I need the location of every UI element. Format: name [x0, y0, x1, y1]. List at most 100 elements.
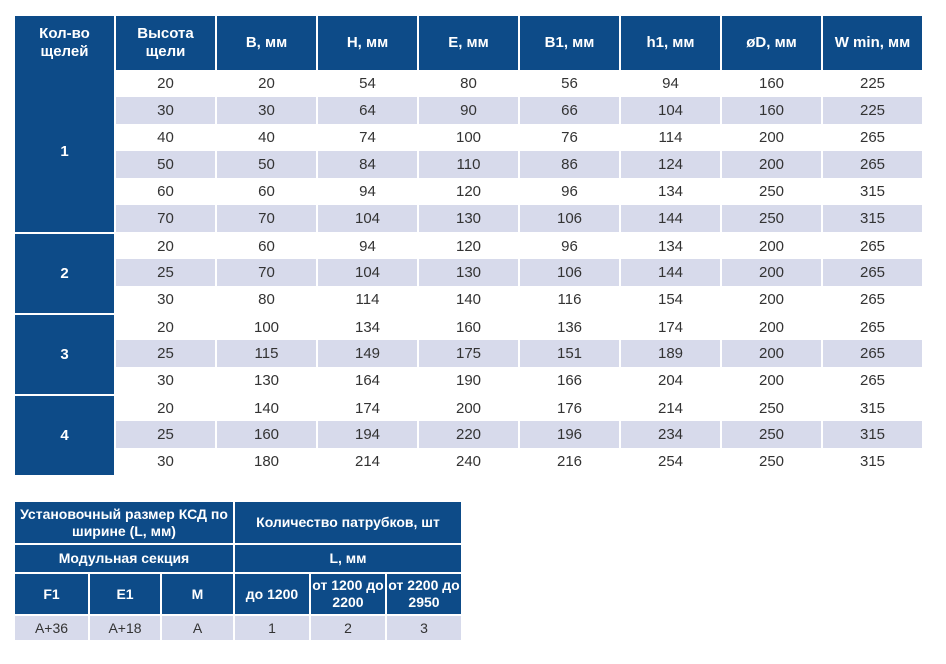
table-cell: 166: [556, 372, 583, 389]
table-row: 50 50 84 110 86 124 200 265: [15, 151, 922, 178]
table-cell: 214: [354, 453, 381, 470]
table-cell: 151: [520, 340, 619, 367]
table-cell: 74: [359, 129, 376, 146]
value-2200-2950: 3: [387, 616, 461, 640]
table-cell: 76: [561, 129, 578, 146]
nozzle-count-header: Количество патрубков, шт: [235, 502, 461, 543]
table-cell: 265: [823, 313, 922, 340]
table-cell: 200: [419, 394, 518, 421]
table-cell: 200: [722, 151, 821, 178]
mounting-size-header: Установочный размер КСД по ширине (L, мм…: [15, 502, 233, 543]
table-cell: 130: [419, 259, 518, 286]
table-cell: 90: [419, 97, 518, 124]
slot-count-cell: 3: [15, 313, 114, 394]
column-2200-2950: от 2200 до 2950: [387, 574, 461, 614]
value-m: А: [162, 616, 233, 640]
mounting-size-table: Установочный размер КСД по ширине (L, мм…: [13, 500, 463, 642]
column-1200-2200: от 1200 до 2200: [311, 574, 385, 614]
table-cell: 194: [318, 421, 417, 448]
table-cell: 70: [217, 259, 316, 286]
table-cell: 216: [556, 453, 583, 470]
header-slot-count: Кол-во щелей: [15, 16, 114, 70]
table-cell: 114: [355, 291, 380, 308]
table-cell: 104: [318, 259, 417, 286]
table-cell: 265: [823, 259, 922, 286]
table-cell: 100: [455, 129, 482, 146]
table-cell: 115: [217, 340, 316, 367]
table-cell: 25: [116, 421, 215, 448]
table-cell: 265: [859, 372, 886, 389]
table-row: 30 30 64 90 66 104 160 225: [15, 97, 922, 124]
table-cell: 20: [157, 75, 174, 92]
table-cell: 30: [157, 291, 174, 308]
table-cell: 234: [621, 421, 720, 448]
table-cell: 96: [520, 232, 619, 259]
table-cell: 250: [758, 453, 785, 470]
table-cell: 175: [419, 340, 518, 367]
table-cell: 250: [722, 205, 821, 232]
table-cell: 25: [116, 340, 215, 367]
table-cell: 265: [859, 129, 886, 146]
table-cell: 60: [258, 183, 275, 200]
table-cell: 50: [217, 151, 316, 178]
header-b: B, мм: [217, 16, 316, 70]
table-cell: 94: [662, 75, 679, 92]
table-cell: 180: [253, 453, 280, 470]
table-cell: 174: [318, 394, 417, 421]
table-cell: 110: [419, 151, 518, 178]
table-cell: 40: [157, 129, 174, 146]
table-cell: 84: [318, 151, 417, 178]
table-row: 30 130 164 190 166 204 200 265: [15, 367, 922, 394]
table-cell: 106: [520, 259, 619, 286]
table-cell: 265: [823, 340, 922, 367]
table-cell: 30: [116, 97, 215, 124]
table-row: 2 20 60 94 120 96 134 200 265: [15, 232, 922, 313]
table-cell: 240: [455, 453, 482, 470]
table-cell: 30: [217, 97, 316, 124]
dimensions-header-row: Кол-во щелей Высота щели B, мм H, мм E, …: [15, 16, 922, 70]
table-cell: 94: [318, 232, 417, 259]
table-cell: 190: [455, 372, 482, 389]
table-cell: 220: [419, 421, 518, 448]
table-cell: 250: [722, 421, 821, 448]
table-cell: 149: [318, 340, 417, 367]
header-slot-height: Высота щели: [116, 16, 215, 70]
table-cell: 20: [258, 75, 275, 92]
header-b1: B1, мм: [520, 16, 619, 70]
table-cell: 225: [823, 97, 922, 124]
table-cell: 80: [460, 75, 477, 92]
table-cell: 80: [258, 291, 275, 308]
table-cell: 25: [116, 259, 215, 286]
table-cell: 144: [621, 205, 720, 232]
table-cell: 130: [253, 372, 280, 389]
table-cell: 120: [419, 232, 518, 259]
table-cell: 315: [859, 453, 886, 470]
header-diameter: øD, мм: [722, 16, 821, 70]
header-w-min: W min, мм: [823, 16, 922, 70]
table-cell: 104: [621, 97, 720, 124]
table-cell: 189: [621, 340, 720, 367]
table-cell: 104: [318, 205, 417, 232]
table-cell: 144: [621, 259, 720, 286]
table-cell: 204: [657, 372, 684, 389]
table-cell: 250: [758, 183, 785, 200]
table-cell: 196: [520, 421, 619, 448]
dimensions-table: Кол-во щелей Высота щели B, мм H, мм E, …: [13, 16, 924, 475]
table-cell: 114: [658, 129, 683, 146]
table-cell: 100: [217, 313, 316, 340]
table-cell: 50: [116, 151, 215, 178]
header-h: H, мм: [318, 16, 417, 70]
table-cell: 140: [217, 394, 316, 421]
table-row: 4 20 140 174 200 176 214 250 315: [15, 394, 922, 475]
table-cell: 265: [859, 291, 886, 308]
table-cell: 200: [722, 340, 821, 367]
table-cell: 54: [359, 75, 376, 92]
table-cell: 160: [217, 421, 316, 448]
header-e: E, мм: [419, 16, 518, 70]
table-cell: 70: [116, 205, 215, 232]
table-cell: 64: [318, 97, 417, 124]
table-cell: 140: [455, 291, 482, 308]
header-h1: h1, мм: [621, 16, 720, 70]
table-cell: 116: [557, 291, 582, 308]
table-row: 30 80 114 140 116 154 200 265: [15, 286, 922, 313]
